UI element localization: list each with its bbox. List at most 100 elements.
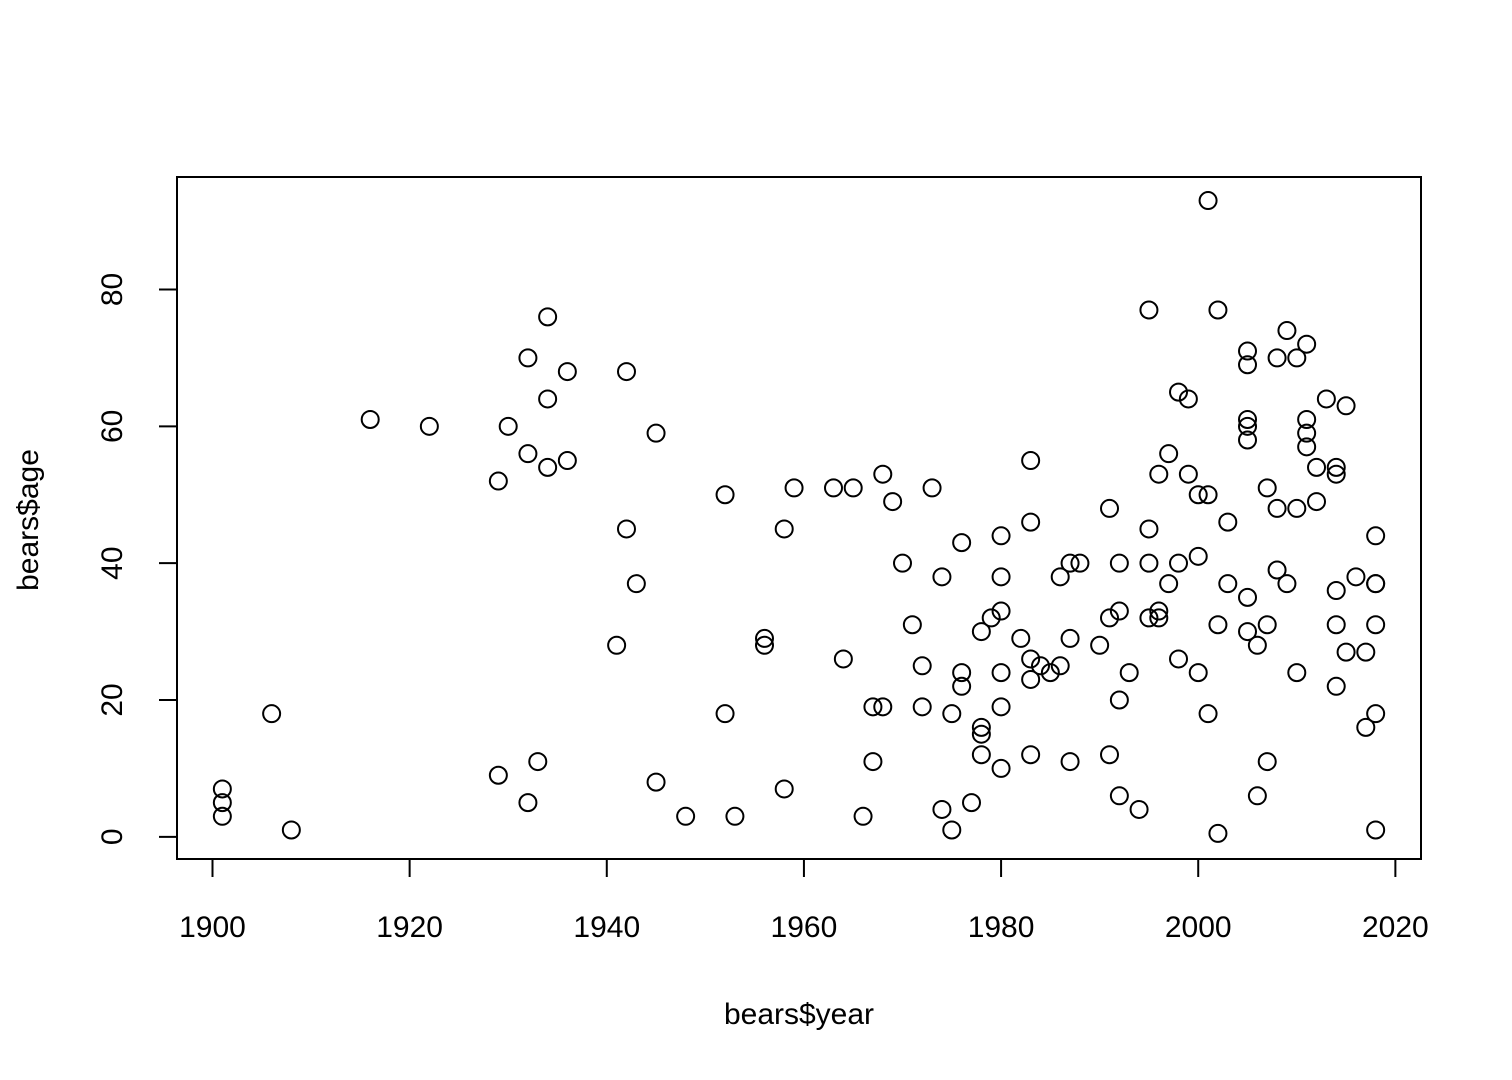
data-point [557, 362, 577, 382]
data-point [932, 567, 952, 587]
data-point [1090, 635, 1110, 655]
data-point [932, 799, 952, 819]
data-point [991, 567, 1011, 587]
data-point [1198, 485, 1218, 505]
data-point [1366, 704, 1386, 724]
data-point [1021, 451, 1041, 471]
data-point [1277, 321, 1297, 341]
data-point [1247, 786, 1267, 806]
data-point [646, 423, 666, 443]
data-point [1366, 820, 1386, 840]
data-point [715, 704, 735, 724]
data-point [1188, 485, 1208, 505]
data-point [1257, 752, 1277, 772]
data-point [1021, 669, 1041, 689]
x-tick-label: 1940 [573, 911, 640, 944]
data-point [1100, 745, 1120, 765]
data-point [1336, 642, 1356, 662]
data-point [1129, 799, 1149, 819]
data-point [1149, 608, 1169, 628]
data-point [912, 656, 932, 676]
data-point [1198, 704, 1218, 724]
data-point [616, 519, 636, 539]
data-point [626, 574, 646, 594]
data-point [1257, 478, 1277, 498]
x-tick-label: 2020 [1362, 911, 1429, 944]
data-point [1267, 348, 1287, 368]
data-point [942, 704, 962, 724]
data-point [843, 478, 863, 498]
data-point [1021, 745, 1041, 765]
data-point [607, 635, 627, 655]
data-point [863, 752, 883, 772]
data-point [1326, 457, 1346, 477]
data-point [1050, 567, 1070, 587]
data-point [853, 806, 873, 826]
data-point [873, 464, 893, 484]
data-point [962, 793, 982, 813]
data-point [538, 307, 558, 327]
data-point [991, 697, 1011, 717]
data-point [991, 601, 1011, 621]
data-point [1178, 464, 1198, 484]
data-point [1218, 574, 1238, 594]
data-point [952, 676, 972, 696]
data-points [212, 191, 1386, 843]
data-point [1346, 567, 1366, 587]
data-point [952, 533, 972, 553]
data-point [557, 451, 577, 471]
data-point [1277, 574, 1297, 594]
data-point [1238, 416, 1258, 436]
data-point [212, 779, 232, 799]
data-point [1149, 601, 1169, 621]
y-tick-label: 20 [96, 683, 129, 716]
data-point [902, 615, 922, 635]
data-point [212, 793, 232, 813]
data-point [1139, 300, 1159, 320]
data-point [1149, 464, 1169, 484]
data-point [1238, 430, 1258, 450]
data-point [754, 635, 774, 655]
data-point [1238, 622, 1258, 642]
data-point [725, 806, 745, 826]
data-point [1247, 635, 1267, 655]
data-point [1040, 663, 1060, 683]
data-point [538, 457, 558, 477]
data-point [518, 444, 538, 464]
data-point [518, 348, 538, 368]
data-point [1238, 355, 1258, 375]
data-point [1326, 615, 1346, 635]
x-tick-label: 1900 [179, 911, 246, 944]
data-point [360, 409, 380, 429]
data-point [1297, 409, 1317, 429]
data-point [1031, 656, 1051, 676]
data-point [971, 622, 991, 642]
data-point [262, 704, 282, 724]
data-point [1011, 628, 1031, 648]
data-point [676, 806, 696, 826]
x-tick-label: 2000 [1165, 911, 1232, 944]
data-point [1287, 498, 1307, 518]
data-point [754, 628, 774, 648]
data-point [873, 697, 893, 717]
data-point [1316, 389, 1336, 409]
data-point [1356, 717, 1376, 737]
data-point [971, 745, 991, 765]
data-point [981, 608, 1001, 628]
data-point [1109, 786, 1129, 806]
data-point [1198, 191, 1218, 211]
data-point [922, 478, 942, 498]
data-point [863, 697, 883, 717]
data-point [1267, 560, 1287, 580]
data-point [1336, 396, 1356, 416]
data-point [952, 663, 972, 683]
y-tick-label: 80 [96, 273, 129, 306]
data-point [1238, 587, 1258, 607]
data-point [1070, 553, 1090, 573]
data-point [1366, 526, 1386, 546]
x-tick-label: 1980 [968, 911, 1035, 944]
data-point [1159, 574, 1179, 594]
data-point [912, 697, 932, 717]
data-point [419, 416, 439, 436]
